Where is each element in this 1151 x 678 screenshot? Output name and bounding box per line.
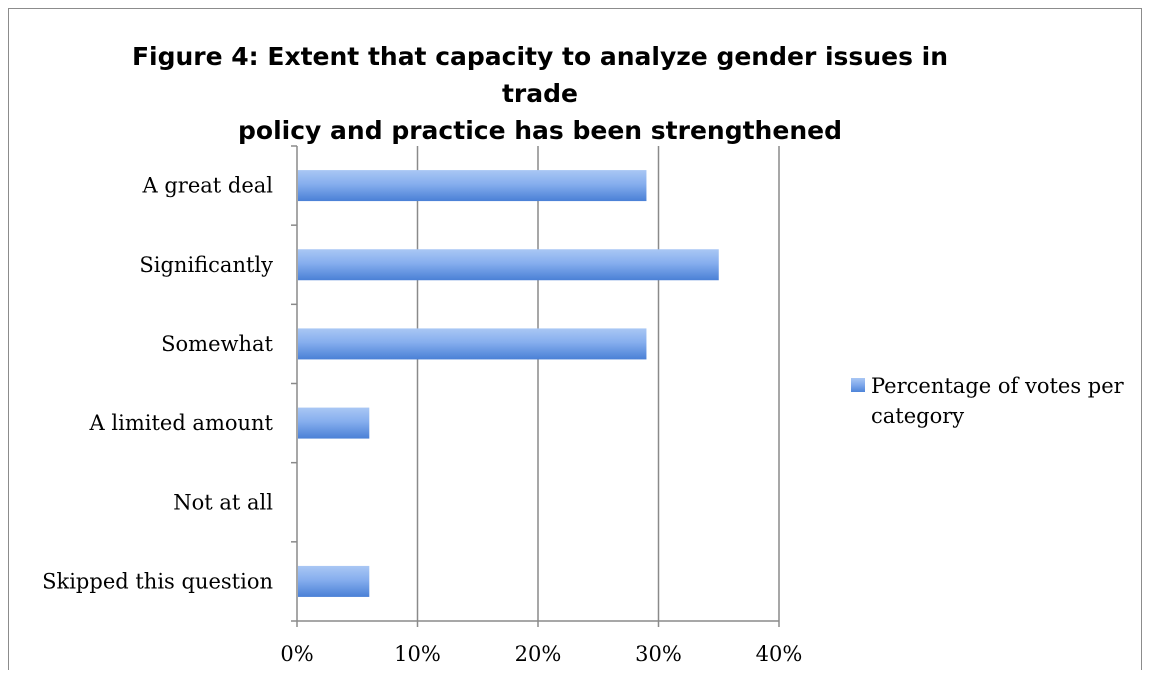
category-label-3: A limited amount (89, 411, 274, 435)
chart-title: Figure 4: Extent that capacity to analyz… (90, 38, 990, 149)
category-labels: A great deal Significantly Somewhat A limit… (42, 174, 273, 594)
chart-title-line-2: policy and practice has been strengthene… (238, 116, 842, 145)
category-label-5: Skipped this question (42, 569, 273, 593)
bar-skipped-this-question (298, 565, 370, 597)
x-tick-label-4: 40% (756, 642, 803, 666)
x-tick-labels: 0% 10% 20% 30% 40% (280, 642, 802, 666)
bar-a-great-deal (298, 170, 647, 202)
axes (291, 145, 780, 627)
gridlines (416, 146, 780, 621)
bar-a-limited-amount (298, 407, 370, 439)
legend-swatch (851, 378, 865, 392)
x-tick-label-3: 30% (635, 642, 682, 666)
category-label-0: A great deal (142, 174, 274, 198)
chart-frame (8, 8, 1142, 670)
category-label-4: Not at all (173, 490, 273, 514)
x-tick-label-2: 20% (515, 642, 562, 666)
category-label-2: Somewhat (161, 332, 273, 356)
bar-somewhat (298, 328, 647, 360)
category-label-1: Significantly (139, 253, 273, 277)
bar-significantly (298, 249, 719, 281)
legend-label: Percentage of votes per category (871, 374, 1124, 428)
bars (298, 170, 719, 597)
x-tick-label-0: 0% (280, 642, 313, 666)
chart-title-line-1: Figure 4: Extent that capacity to analyz… (131, 42, 949, 108)
x-tick-label-1: 10% (394, 642, 441, 666)
